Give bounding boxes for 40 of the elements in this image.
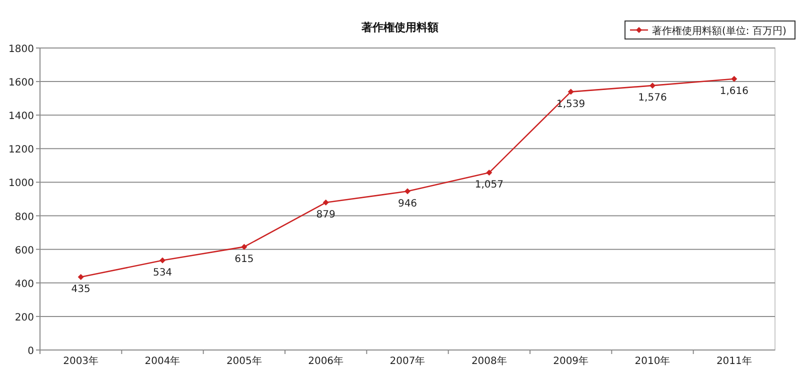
legend-label: 著作権使用料額(単位: 百万円) <box>652 25 786 37</box>
point <box>160 257 166 264</box>
y-tick-label: 0 <box>28 346 34 357</box>
point <box>731 76 738 82</box>
data-label: 879 <box>316 210 336 221</box>
y-tick-label: 1000 <box>8 178 34 190</box>
point <box>241 244 248 250</box>
data-label: 615 <box>234 254 254 265</box>
y-tick-label: 1200 <box>8 144 34 156</box>
point <box>78 274 84 280</box>
point <box>404 188 410 194</box>
x-tick-label: 2009年 <box>553 355 589 367</box>
data-label: 946 <box>398 198 418 210</box>
x-tick-label: 2010年 <box>634 355 670 367</box>
x-tick-label: 2008年 <box>471 355 507 367</box>
data-label: 1,539 <box>556 98 586 110</box>
point <box>650 82 656 89</box>
y-tick-label: 1400 <box>8 111 34 122</box>
y-tick-label: 200 <box>14 312 34 324</box>
y-tick-label: 1800 <box>8 44 34 55</box>
y-tick-label: 400 <box>14 278 34 290</box>
data-label: 1,057 <box>474 180 504 191</box>
data-label: 1,576 <box>638 92 667 104</box>
data-label: 534 <box>152 267 172 278</box>
y-tick-label: 800 <box>14 212 34 223</box>
x-tick-label: 2007年 <box>390 355 426 367</box>
y-tick-label: 600 <box>14 245 34 256</box>
data-label: 435 <box>71 284 90 296</box>
x-tick-label: 2006年 <box>308 355 344 367</box>
data-label: 1,616 <box>720 86 748 97</box>
point <box>486 170 492 176</box>
x-tick-label: 2005年 <box>226 355 262 367</box>
x-tick-label: 2003年 <box>63 355 99 367</box>
point <box>568 88 574 95</box>
legend: 著作権使用料額(単位: 百万円) <box>624 20 796 40</box>
y-tick-label: 1600 <box>8 78 34 89</box>
point <box>322 200 329 206</box>
x-tick-label: 2004年 <box>144 355 180 367</box>
x-tick-label: 2011年 <box>716 355 752 367</box>
chart-title: 著作権使用料額 <box>360 21 438 34</box>
